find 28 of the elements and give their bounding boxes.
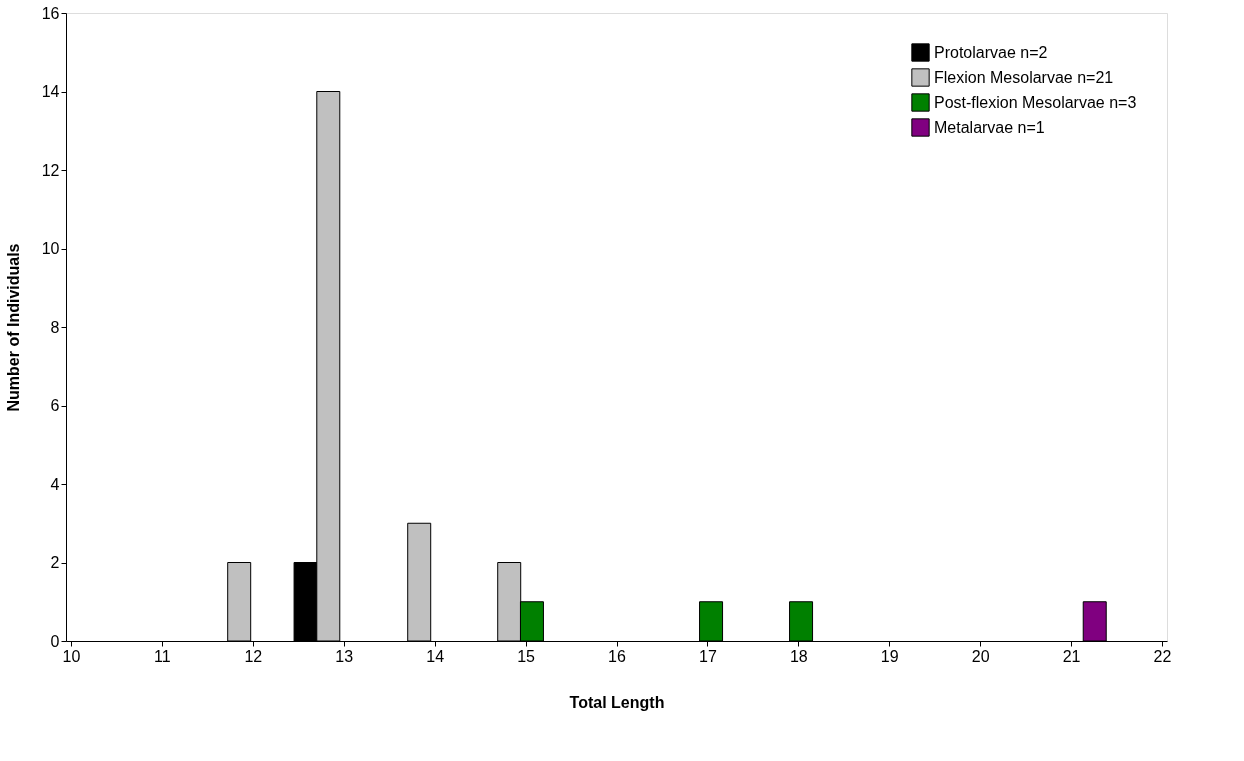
y-tick-label: 2 <box>50 554 60 571</box>
y-tick-label: 4 <box>50 475 60 493</box>
y-tick-label: 10 <box>41 240 60 257</box>
x-tick-label: 20 <box>971 647 990 665</box>
x-tick-label: 10 <box>62 647 81 665</box>
legend-label: Metalarvae n=1 <box>934 118 1045 136</box>
x-tick-label: 15 <box>517 647 536 665</box>
y-tick-label: 8 <box>50 318 60 336</box>
y-tick-label: 6 <box>50 397 60 414</box>
x-tick-label: 12 <box>244 647 263 665</box>
x-axis-title: Total Length <box>569 693 665 711</box>
x-tick-label: 11 <box>154 647 171 665</box>
x-tick-label: 16 <box>608 647 626 665</box>
x-tick-label: 19 <box>880 647 899 665</box>
x-tick-label: 17 <box>699 647 717 665</box>
y-axis-title: Number of Individuals <box>4 243 22 412</box>
x-tick-label: 18 <box>789 647 808 665</box>
y-tick-label: 0 <box>50 632 60 650</box>
y-tick-label: 14 <box>41 83 60 100</box>
y-tick-label: 12 <box>41 161 60 179</box>
x-tick-label: 13 <box>335 647 354 665</box>
y-tick-label: 16 <box>41 4 60 22</box>
x-tick-label: 21 <box>1062 647 1081 665</box>
legend-label: Flexion Mesolarvae n=21 <box>934 68 1114 86</box>
x-tick-label: 22 <box>1153 647 1172 665</box>
legend-label: Protolarvae n=2 <box>934 43 1048 61</box>
legend-label: Post-flexion Mesolarvae n=3 <box>934 93 1137 111</box>
x-tick-label: 14 <box>426 647 445 665</box>
